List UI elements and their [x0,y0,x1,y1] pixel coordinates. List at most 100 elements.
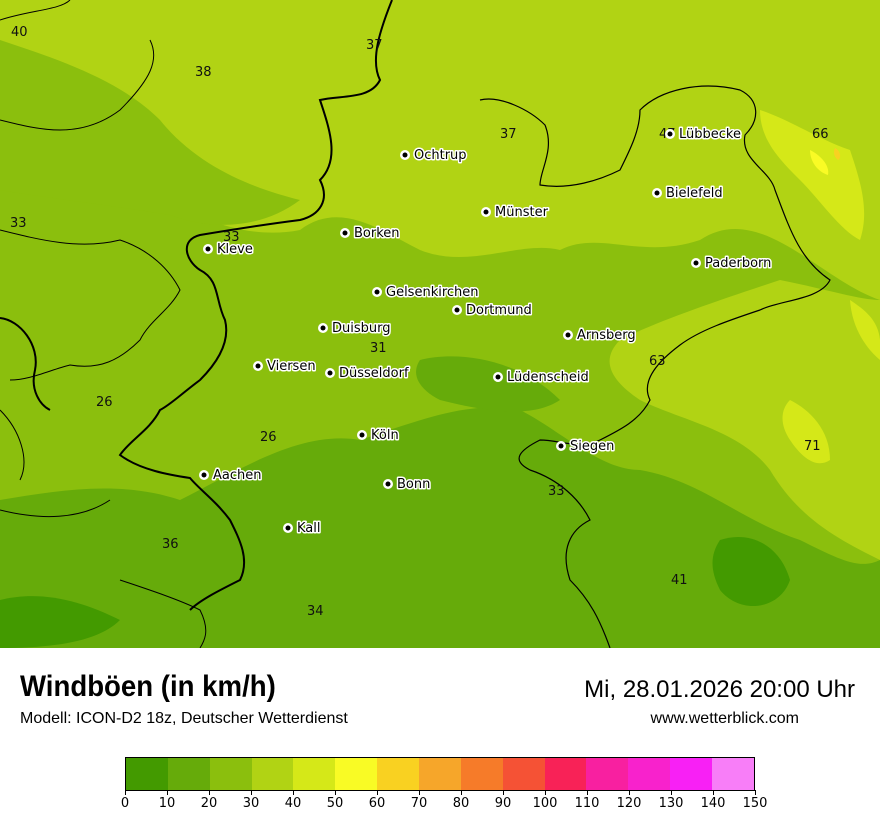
city-ochtrup: Ochtrup [400,147,468,165]
city-dot [327,370,333,376]
city-label: Arnsberg [577,328,636,343]
legend-tick [461,790,462,795]
model-source: Modell: ICON-D2 18z, Deutscher Wetterdie… [20,710,348,727]
legend-tick [125,790,126,795]
city-kall: Kall [283,520,322,538]
state-border [479,85,831,648]
city-label: Gelsenkirchen [386,285,479,300]
legend-tick [671,790,672,795]
city-label: Münster [495,205,549,220]
legend-tick [293,790,294,795]
gust-zone-30-40 [0,0,880,300]
gust-zone-0-10 [712,536,790,607]
city-label: Aachen [213,468,261,483]
city-dot [255,363,261,369]
city-dot [565,332,571,338]
legend-tick [629,790,630,795]
city-label: Bonn [397,477,430,492]
legend-swatch [126,758,168,790]
legend-tick-label: 40 [284,796,302,811]
city-dot [495,374,501,380]
city-label: Kall [297,521,321,536]
city-label: Bielefeld [666,186,723,201]
legend-tick-label: 80 [452,796,470,811]
city-dot [558,443,564,449]
legend-tick-label: 10 [158,796,176,811]
city-dot [667,131,673,137]
city-bielefeld: Bielefeld [652,185,724,203]
value-label: 37 [366,38,383,53]
legend-swatch [419,758,461,790]
value-label: 33 [548,484,565,499]
color-scale-legend [125,757,755,791]
city-dot [205,246,211,252]
city-label: Düsseldorf [339,366,409,381]
legend-tick-label: 60 [368,796,386,811]
city-duisburg: Duisburg [318,320,392,338]
borders [0,0,831,648]
city-label: Paderborn [705,256,771,271]
city-siegen: Siegen [556,438,616,456]
city-dot [342,230,348,236]
city-dot [285,525,291,531]
city-paderborn: Paderborn [691,255,773,273]
legend-swatch [670,758,713,790]
value-label: 36 [162,537,179,552]
city-label: Köln [371,428,399,443]
legend-tick [167,790,168,795]
legend-swatch [209,758,252,790]
legend-tick [503,790,504,795]
value-labels: 40 37 38 37 47 66 33 33 31 63 26 26 71 3… [10,25,829,619]
legend-tick [251,790,252,795]
legend-tick-label: 140 [700,796,726,811]
gust-zone-10-20-mid [416,356,560,412]
city-düsseldorf: Düsseldorf [325,365,410,383]
value-label: 33 [10,216,27,231]
value-label: 40 [11,25,28,40]
legend-tick-label: 130 [658,796,684,811]
gust-zone-40-50-east [850,300,880,360]
national-border-nl-be [0,317,51,411]
city-label: Lübbecke [679,127,741,142]
legend-swatch [377,758,420,790]
legend-tick [755,790,756,795]
city-aachen: Aachen [199,467,263,485]
city-lübbecke: Lübbecke [665,126,742,144]
city-münster: Münster [481,204,550,222]
gust-zone-0-10-2 [0,596,120,648]
value-label: 41 [671,573,688,588]
value-label: 71 [804,439,821,454]
city-dot [385,481,391,487]
value-label: 31 [370,341,387,356]
website-link[interactable]: www.wetterblick.com [650,710,799,727]
legend-tick [377,790,378,795]
city-label: Kleve [217,242,253,257]
city-bonn: Bonn [383,476,432,494]
legend-tick-label: 150 [742,796,768,811]
map-title: Windböen (in km/h) [20,670,276,703]
legend-tick [209,790,210,795]
city-label: Ochtrup [414,148,467,163]
legend-swatch [502,758,545,790]
city-label: Dortmund [466,303,532,318]
legend-tick [713,790,714,795]
legend-tick [545,790,546,795]
value-label: 34 [307,604,324,619]
city-gelsenkirchen: Gelsenkirchen [372,284,480,302]
legend-tick-label: 30 [242,796,260,811]
city-borken: Borken [340,225,401,243]
legend-ticks: 0 10 20 30 40 50 60 70 80 90 100 110 120 130 140 150 [121,790,767,820]
legend-tick-label: 50 [326,796,344,811]
regional-border-2 [0,409,207,648]
city-dot [483,209,489,215]
legend-swatch [628,758,671,790]
legend-tick-label: 110 [574,796,600,811]
value-label: 37 [500,127,517,142]
city-dot [320,325,326,331]
city-dortmund: Dortmund [452,302,533,320]
legend-swatch [586,758,629,790]
legend-tick-label: 120 [616,796,642,811]
value-label: 26 [96,395,113,410]
value-label: 66 [812,127,829,142]
city-label: Lüdenscheid [507,370,589,385]
